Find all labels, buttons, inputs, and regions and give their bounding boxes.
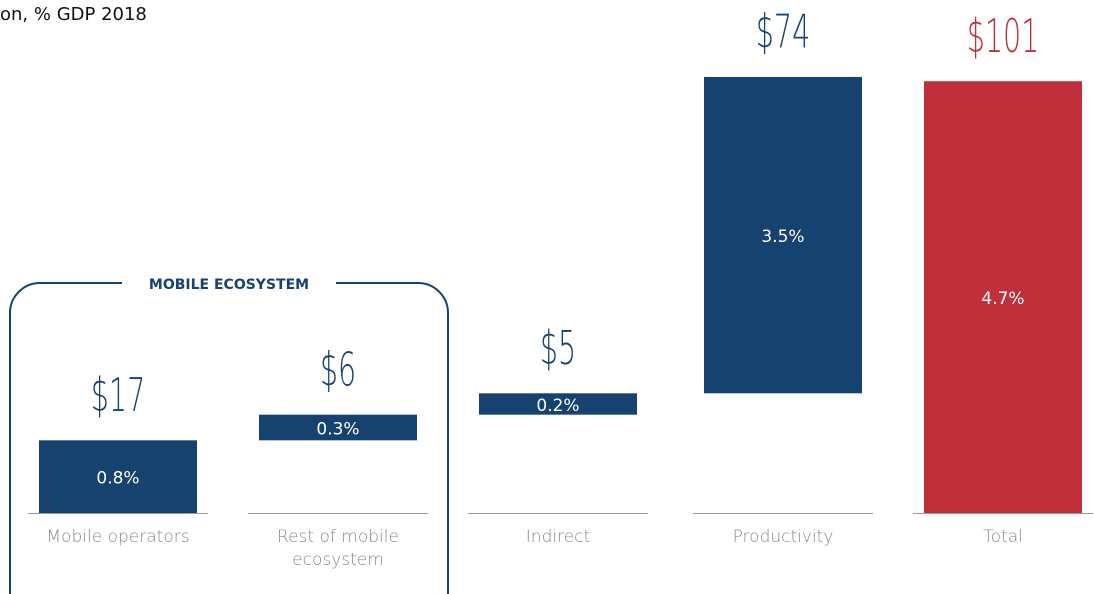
gdp-share-label: 0.2% <box>536 396 579 416</box>
gdp-share-label: 0.8% <box>96 469 139 489</box>
value-label: $6 <box>320 343 356 397</box>
gdp-share-label: 3.5% <box>761 227 804 247</box>
bar <box>924 81 1082 513</box>
gdp-share-label: 4.7% <box>981 289 1024 309</box>
value-label: $5 <box>540 322 576 376</box>
x-tick-label: Productivity <box>732 527 834 547</box>
value-label: $17 <box>91 369 145 423</box>
x-tick-label: Total <box>983 527 1023 547</box>
value-label: $74 <box>756 6 810 60</box>
annotation: MOBILE ECOSYSTEM <box>149 277 309 293</box>
annotation-box <box>122 270 336 298</box>
bar <box>259 414 417 441</box>
x-tick-label: Indirect <box>525 527 591 547</box>
gdp-share-label: 0.3% <box>316 420 359 440</box>
x-tick-label: Rest of mobile ecosystem <box>277 527 399 570</box>
bar <box>39 440 197 513</box>
bar <box>479 393 637 415</box>
bar <box>704 76 862 394</box>
chart-title: on, % GDP 2018 <box>0 4 147 25</box>
value-label: $101 <box>967 10 1040 64</box>
x-tick-label: Mobile operators <box>46 527 190 547</box>
